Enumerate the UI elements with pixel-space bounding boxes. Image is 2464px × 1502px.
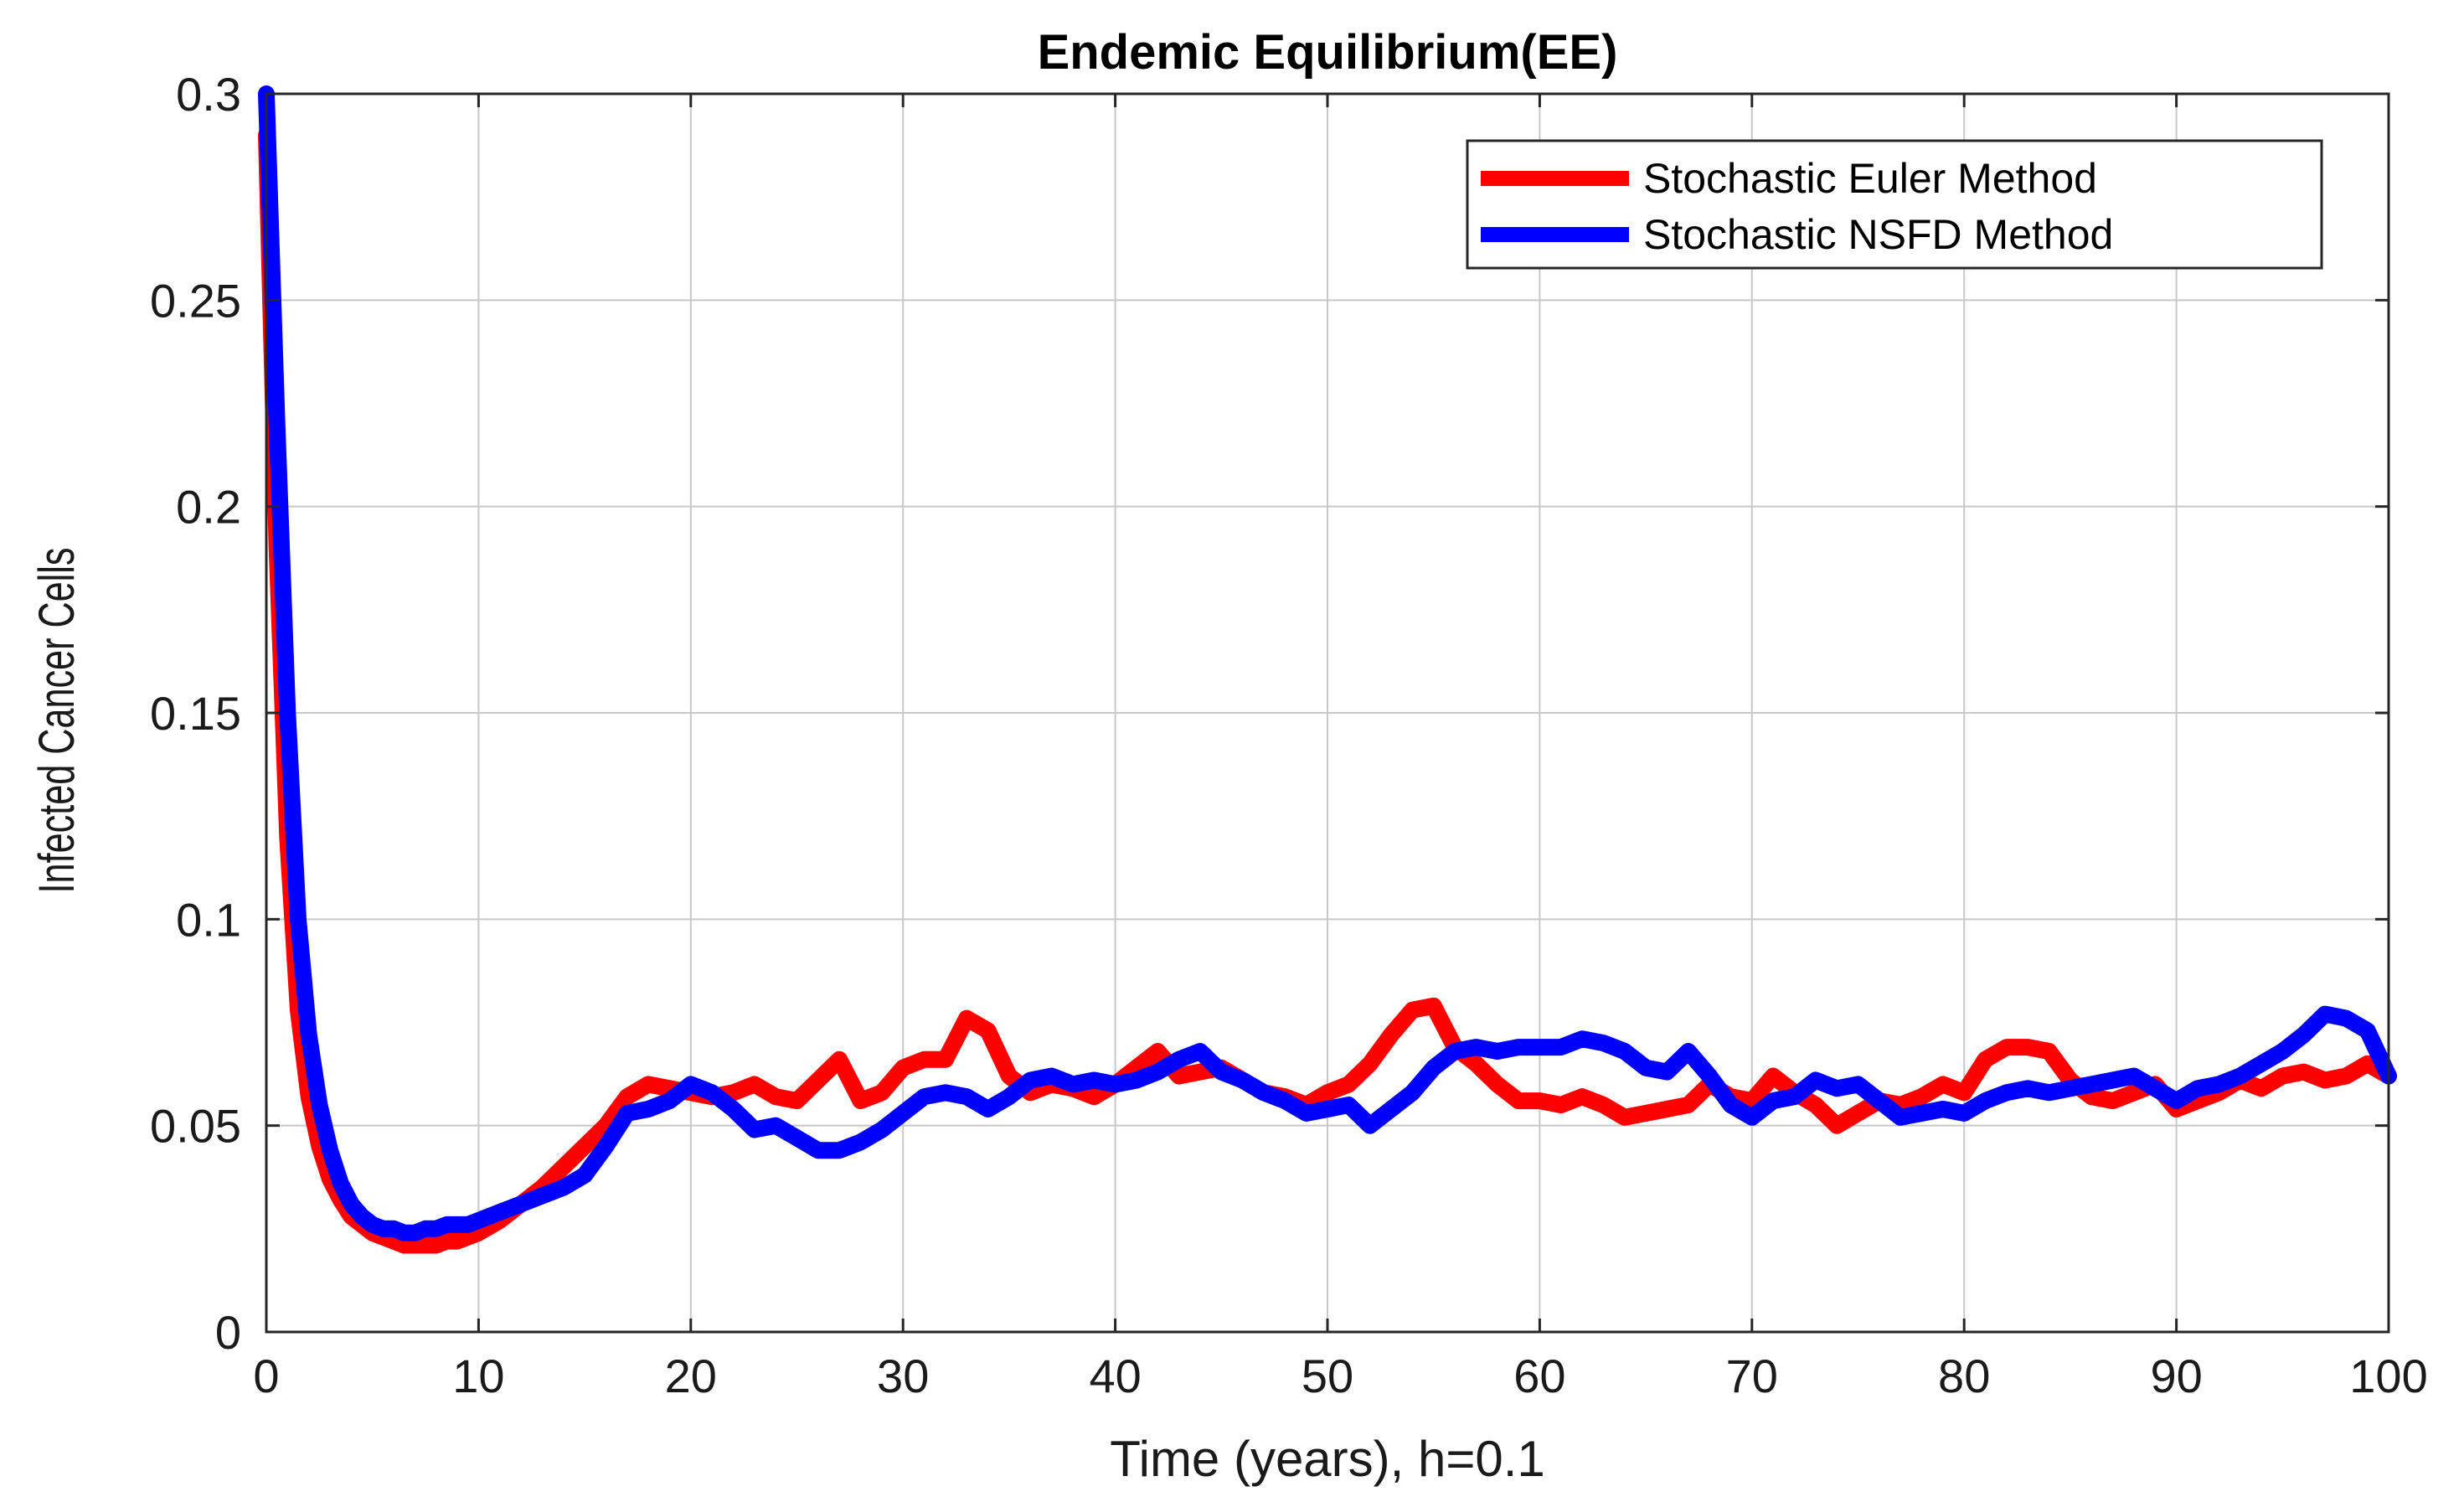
y-tick-label: 0.15 xyxy=(150,687,241,740)
y-tick-label: 0.05 xyxy=(150,1100,241,1153)
series-lines xyxy=(258,85,2397,1254)
x-tick-label: 20 xyxy=(665,1350,717,1402)
x-tick-label: 70 xyxy=(1726,1350,1778,1402)
x-tick-label: 40 xyxy=(1089,1350,1141,1402)
x-tick-label: 10 xyxy=(452,1350,504,1402)
y-tick-label: 0.2 xyxy=(176,481,241,534)
x-axis-label: Time (years), h=0.1 xyxy=(1110,1431,1545,1487)
x-tick-label: 50 xyxy=(1302,1350,1353,1402)
series-line-nsfd xyxy=(258,85,2397,1241)
legend-label-nsfd: Stochastic NSFD Method xyxy=(1643,211,2113,258)
y-axis-label: Infected Cancer Cells xyxy=(29,548,85,894)
y-tick-label: 0.1 xyxy=(176,893,241,946)
x-tick-label: 60 xyxy=(1513,1350,1565,1402)
legend: Stochastic Euler Method Stochastic NSFD … xyxy=(1466,139,2323,270)
axis-ticks: 0 10 20 30 40 50 60 70 80 90 100 0 0.05 0.1 0.15 0.2 0.2… xyxy=(150,68,2428,1402)
x-tick-label: 100 xyxy=(2349,1350,2427,1402)
legend-label-euler: Stochastic Euler Method xyxy=(1643,155,2097,202)
x-tick-label: 0 xyxy=(253,1350,279,1402)
x-tick-label: 30 xyxy=(877,1350,929,1402)
chart-title: Endemic Equilibrium(EE) xyxy=(1038,25,1618,80)
y-tick-label: 0.3 xyxy=(176,68,241,121)
x-tick-label: 90 xyxy=(2150,1350,2202,1402)
y-tick-label: 0.25 xyxy=(150,274,241,327)
y-tick-label: 0 xyxy=(215,1306,241,1359)
x-tick-label: 80 xyxy=(1938,1350,1990,1402)
grid xyxy=(266,94,2389,1332)
legend-box xyxy=(1466,139,2323,270)
